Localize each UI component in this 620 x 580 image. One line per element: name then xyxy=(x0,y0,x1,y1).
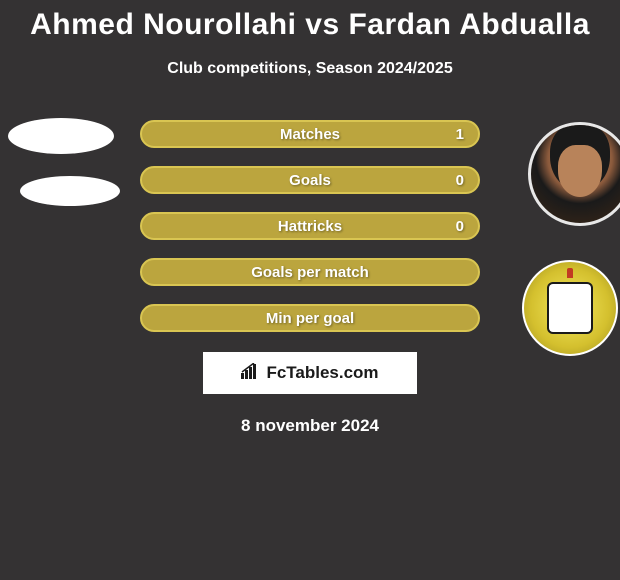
logo-label: FcTables.com xyxy=(266,363,378,383)
subtitle: Club competitions, Season 2024/2025 xyxy=(0,60,620,78)
club-left-badge-placeholder xyxy=(20,176,120,206)
stat-value: 0 xyxy=(456,172,464,189)
chart-icon xyxy=(241,363,261,384)
stat-bar-goals: Goals 0 xyxy=(140,166,480,194)
stat-bar-goals-per-match: Goals per match xyxy=(140,258,480,286)
player-left-avatar-placeholder xyxy=(8,118,114,154)
stat-bar-hattricks: Hattricks 0 xyxy=(140,212,480,240)
date-label: 8 november 2024 xyxy=(0,416,620,436)
stat-label: Goals xyxy=(289,172,331,189)
stat-value: 0 xyxy=(456,218,464,235)
stat-bar-min-per-goal: Min per goal xyxy=(140,304,480,332)
stat-value: 1 xyxy=(456,126,464,143)
logo-text: FcTables.com xyxy=(241,363,378,384)
stat-label: Goals per match xyxy=(251,264,369,281)
logo-box: FcTables.com xyxy=(203,352,417,394)
club-right-badge xyxy=(522,260,618,356)
page-title: Ahmed Nourollahi vs Fardan Abdualla xyxy=(0,0,620,42)
stat-bar-matches: Matches 1 xyxy=(140,120,480,148)
stat-label: Hattricks xyxy=(278,218,342,235)
stat-label: Min per goal xyxy=(266,310,354,327)
stat-label: Matches xyxy=(280,126,340,143)
